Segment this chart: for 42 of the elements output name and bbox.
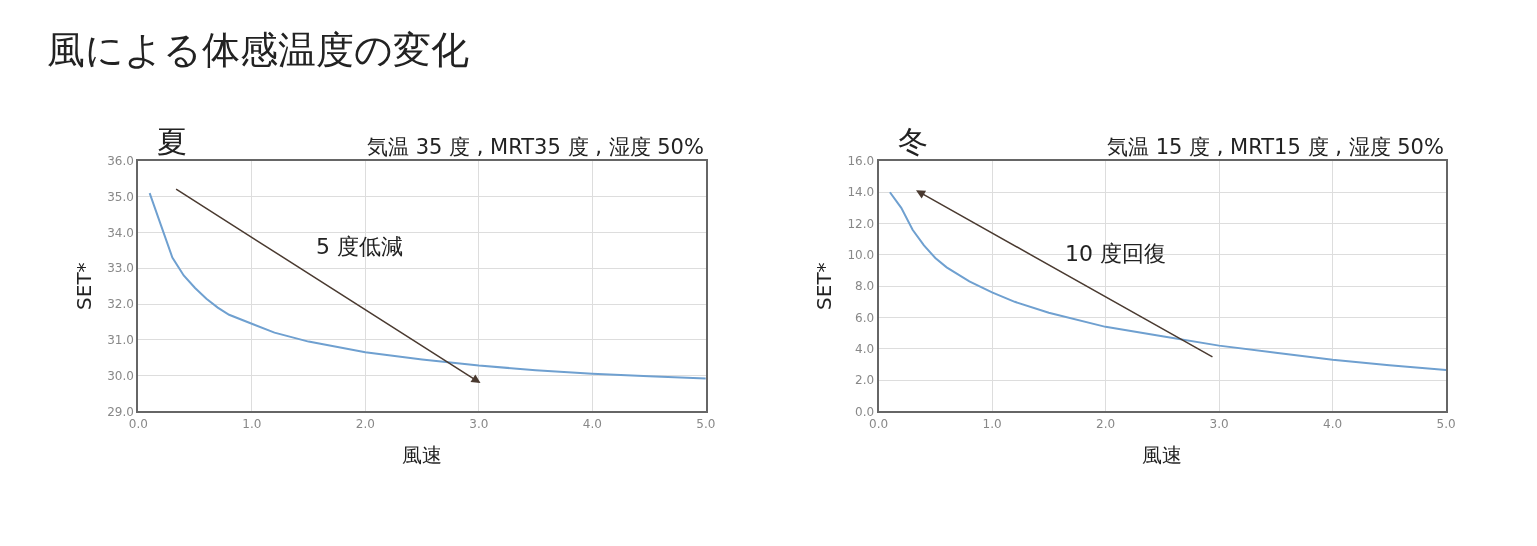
x-tick-label: 3.0 [1209, 416, 1229, 431]
chart-subtitle: 気温 35 度 , MRT35 度 , 湿度 50% [367, 135, 704, 159]
y-tick-label: 35.0 [107, 189, 134, 204]
y-tick-label: 34.0 [107, 225, 134, 240]
y-tick-label: 2.0 [855, 373, 875, 388]
y-tick-label: 16.0 [847, 154, 875, 169]
x-tick-label: 5.0 [696, 416, 716, 431]
x-tick-label: 0.0 [869, 416, 889, 431]
y-tick-label: 10.0 [847, 248, 875, 263]
x-tick-label: 1.0 [242, 416, 262, 431]
y-tick-label: 12.0 [847, 216, 875, 231]
y-tick-label: 30.0 [107, 368, 134, 383]
y-tick-label: 14.0 [847, 185, 875, 200]
line-series [888, 191, 1447, 371]
x-tick-label: 4.0 [582, 416, 602, 431]
y-axis-title: SET* [812, 262, 837, 310]
x-tick-label: 1.0 [982, 416, 1002, 431]
y-tick-label: 31.0 [107, 333, 134, 348]
x-tick-label: 3.0 [469, 416, 489, 431]
y-axis-title: SET* [72, 262, 97, 310]
x-tick-label: 4.0 [1323, 416, 1343, 431]
x-tick-label: 2.0 [355, 416, 375, 431]
y-tick-label: 33.0 [107, 261, 134, 276]
y-tick-label: 36.0 [107, 154, 134, 169]
y-tick-label: 4.0 [855, 341, 875, 356]
y-tick-label: 6.0 [855, 310, 875, 325]
x-tick-label: 0.0 [128, 416, 148, 431]
annotation: 5 度低減 [316, 234, 403, 259]
x-axis-title: 風速 [1142, 442, 1183, 467]
line-series [148, 192, 706, 380]
y-tick-label: 29.0 [107, 404, 134, 419]
y-tick-label: 8.0 [855, 279, 875, 294]
chart-title: 冬 [898, 124, 928, 159]
x-axis-title: 風速 [402, 442, 443, 467]
chart-title: 夏 [157, 124, 187, 159]
text: 風による体感温度の変化 [47, 28, 469, 72]
x-tick-label: 2.0 [1096, 416, 1116, 431]
y-tick-label: 0.0 [855, 404, 875, 419]
x-tick-label: 5.0 [1436, 416, 1456, 431]
chart-subtitle: 気温 15 度 , MRT15 度 , 湿度 50% [1107, 135, 1444, 159]
y-tick-label: 32.0 [107, 297, 134, 312]
annotation: 10 度回復 [1065, 241, 1166, 266]
